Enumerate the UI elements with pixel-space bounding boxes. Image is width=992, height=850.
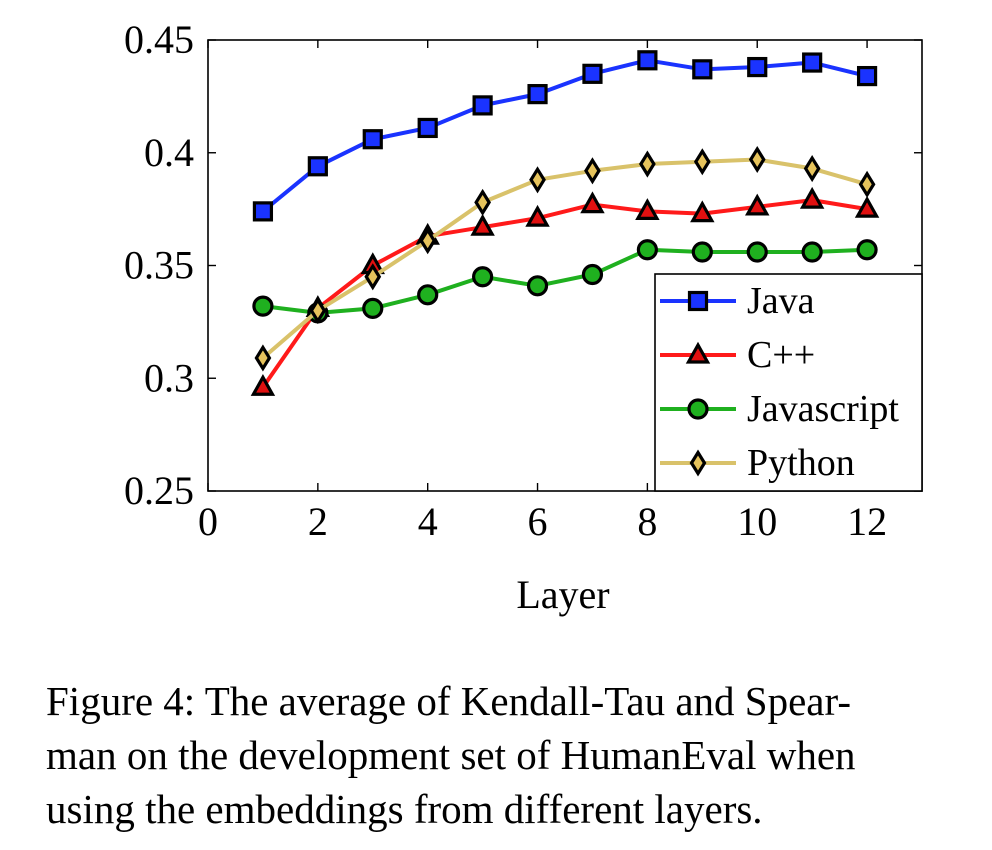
data-point — [470, 213, 495, 236]
y-tick-label: 0.3 — [144, 355, 194, 400]
legend-marker — [687, 290, 709, 312]
data-point — [529, 166, 546, 194]
data-point — [419, 227, 437, 255]
data-point — [580, 191, 605, 214]
line-chart: 0 2 4 6 8 10 12 0.25 0.3 0.35 0.4 0.45 Layer Java C++ J… — [124, 17, 923, 617]
y-tick-label: 0.25 — [124, 468, 194, 513]
legend-item: Python — [660, 442, 855, 484]
data-point — [635, 198, 660, 220]
data-point — [691, 241, 713, 263]
y-tick-label: 0.45 — [124, 17, 194, 62]
chart-svg: 0 2 4 6 8 10 120.250.30.350.40.45LayerJavaC++J… — [124, 17, 923, 617]
legend-marker — [689, 449, 707, 477]
data-point — [525, 204, 550, 227]
data-point — [582, 63, 603, 84]
data-point — [747, 56, 768, 78]
data-point — [803, 154, 821, 183]
data-point — [802, 52, 823, 73]
series-python — [254, 145, 876, 372]
data-point — [252, 295, 274, 317]
data-point — [362, 129, 383, 150]
data-point — [362, 297, 384, 319]
data-point — [307, 156, 328, 177]
x-tick-label: 8 — [637, 499, 657, 544]
data-point — [748, 145, 766, 174]
data-point — [474, 188, 491, 216]
data-point — [526, 275, 549, 297]
legend-item: Java — [660, 280, 815, 322]
data-point — [690, 200, 715, 223]
data-point — [692, 59, 713, 80]
data-point — [799, 186, 825, 209]
data-point — [254, 344, 272, 372]
legend-label: C++ — [747, 334, 815, 376]
legend-label: Python — [747, 442, 855, 484]
legend-item: Javascript — [660, 388, 899, 430]
data-point — [417, 117, 438, 139]
data-point — [745, 193, 770, 216]
series-java — [252, 50, 878, 222]
data-point — [472, 266, 494, 288]
series-javascript — [252, 239, 878, 324]
legend-label: Javascript — [747, 388, 899, 430]
legend-label: Java — [747, 280, 815, 322]
data-point — [858, 170, 876, 198]
data-point — [856, 65, 878, 87]
data-point — [472, 95, 493, 116]
x-tick-label: 2 — [308, 499, 328, 544]
data-point — [636, 239, 658, 261]
legend: Java C++ Javascript Python — [654, 273, 923, 492]
figure-caption: Figure 4: The average of Kendall-Tau and… — [46, 678, 856, 832]
data-point — [584, 157, 601, 185]
x-tick-label: 12 — [847, 499, 887, 544]
data-point — [364, 263, 382, 291]
legend-item: C++ — [660, 334, 815, 376]
legend-marker — [685, 341, 711, 364]
y-tick-label: 0.35 — [124, 243, 194, 288]
series-line — [261, 58, 868, 213]
data-point — [856, 239, 878, 261]
data-point — [637, 50, 658, 71]
x-tick-label: 0 — [198, 499, 218, 544]
x-tick-label: 6 — [528, 499, 548, 544]
legend-marker — [687, 398, 709, 420]
data-point — [581, 263, 604, 286]
data-point — [309, 297, 327, 325]
x-tick-label: 10 — [737, 499, 777, 544]
data-point — [639, 150, 656, 178]
data-point — [854, 195, 880, 218]
data-point — [417, 284, 439, 306]
data-point — [693, 148, 711, 176]
series-line — [261, 157, 868, 360]
data-point — [250, 373, 276, 396]
data-point — [801, 241, 823, 263]
x-axis-label: Layer — [516, 572, 609, 617]
data-point — [252, 201, 274, 222]
data-point — [746, 241, 768, 263]
y-tick-label: 0.4 — [144, 130, 194, 175]
data-point — [527, 84, 548, 105]
x-tick-label: 4 — [418, 499, 438, 544]
